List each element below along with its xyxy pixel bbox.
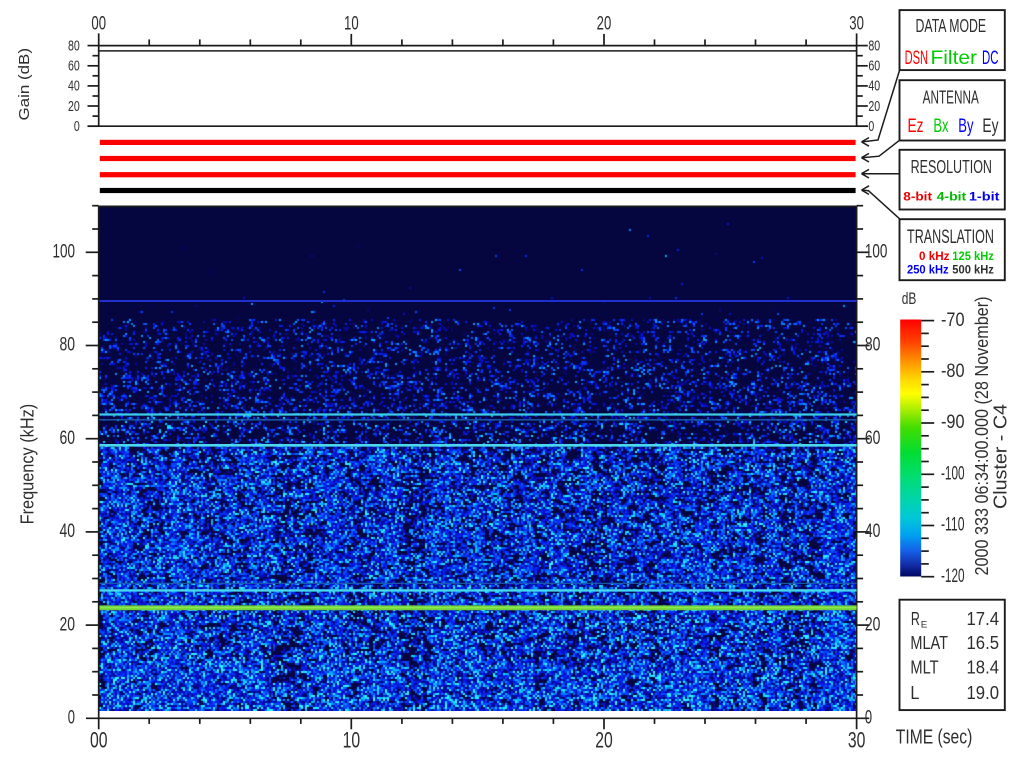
svg-text:Gain (dB): Gain (dB) [17,48,33,121]
svg-text:DATA MODE: DATA MODE [916,15,987,36]
svg-text:-100: -100 [941,462,965,484]
svg-text:40: 40 [868,79,880,95]
svg-text:60: 60 [868,59,880,75]
svg-text:20: 20 [865,614,881,635]
svg-text:4-bit: 4-bit [937,190,967,204]
svg-text:Bx: Bx [933,115,948,137]
svg-text:30: 30 [849,12,864,34]
svg-text:30: 30 [848,728,866,753]
svg-text:80: 80 [60,335,76,356]
svg-text:dB: dB [902,289,917,308]
svg-text:-80: -80 [941,360,965,382]
svg-text:19.0: 19.0 [967,683,1000,704]
svg-text:RESOLUTION: RESOLUTION [911,157,992,178]
svg-text:00: 00 [91,12,106,34]
svg-text:40: 40 [865,521,881,542]
svg-text:60: 60 [68,59,80,75]
svg-text:By: By [958,115,973,137]
svg-text:MLAT: MLAT [910,633,948,654]
svg-text:20: 20 [868,99,880,115]
svg-text:16.5: 16.5 [967,633,1000,654]
svg-text:1-bit: 1-bit [969,190,1000,204]
svg-text:2000 333 06:34:00.000 (28 Nove: 2000 333 06:34:00.000 (28 November) [971,297,992,576]
svg-text:125 kHz: 125 kHz [952,249,994,263]
svg-text:ANTENNA: ANTENNA [923,86,980,107]
svg-text:TRANSLATION: TRANSLATION [907,226,994,248]
svg-text:20: 20 [68,99,80,115]
svg-text:60: 60 [865,428,881,449]
svg-text:Filter: Filter [931,48,978,69]
svg-text:0: 0 [868,119,874,135]
svg-text:20: 20 [597,12,612,34]
svg-text:0: 0 [865,708,872,729]
svg-text:E: E [921,620,928,631]
svg-text:20: 20 [60,614,76,635]
svg-text:60: 60 [60,428,76,449]
svg-text:0 kHz: 0 kHz [919,249,950,263]
svg-text:Ez: Ez [908,115,924,137]
svg-text:DC: DC [982,48,999,69]
svg-text:8-bit: 8-bit [903,190,932,204]
svg-text:20: 20 [595,728,613,753]
svg-text:10: 10 [343,728,361,753]
svg-text:80: 80 [868,38,880,54]
svg-text:0: 0 [68,708,75,729]
svg-text:18.4: 18.4 [967,658,1000,679]
svg-text:-110: -110 [941,514,965,536]
svg-text:100: 100 [865,242,888,263]
svg-text:Cluster - C4: Cluster - C4 [990,404,1011,509]
svg-text:MLT: MLT [910,658,939,679]
svg-text:-70: -70 [941,309,965,331]
svg-text:100: 100 [53,242,76,263]
svg-text:-120: -120 [941,565,965,587]
svg-text:DSN: DSN [905,48,929,69]
svg-text:0: 0 [74,119,80,135]
svg-text:Frequency (kHz): Frequency (kHz) [18,404,39,525]
svg-text:00: 00 [90,728,108,753]
svg-text:17.4: 17.4 [967,609,1000,630]
svg-text:40: 40 [68,79,80,95]
svg-text:40: 40 [60,521,76,542]
svg-text:Ey: Ey [982,115,998,137]
svg-text:TIME (sec): TIME (sec) [896,727,973,749]
svg-text:250 kHz: 250 kHz [907,263,949,277]
svg-text:R: R [911,609,920,630]
svg-text:500 kHz: 500 kHz [952,263,994,277]
svg-text:10: 10 [344,12,359,34]
svg-text:L: L [910,683,919,704]
svg-text:80: 80 [865,335,881,356]
svg-text:-90: -90 [941,411,965,433]
svg-text:80: 80 [68,38,80,54]
